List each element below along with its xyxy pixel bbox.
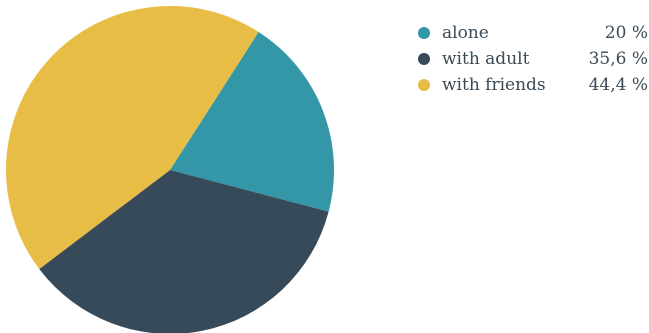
legend-item-with-friends: with friends 44,4 % [418,72,648,98]
legend-value-alone: 20 % [604,23,648,43]
legend-label-with-friends: with friends [442,75,546,95]
pie-slice-with-friends [6,5,259,270]
pie-slice-with-adult [39,170,329,333]
legend-label-alone: alone [442,23,489,43]
legend-value-with-friends: 44,4 % [588,75,648,95]
legend-dot-alone [418,27,430,39]
pie-chart-svg [6,5,334,333]
pie-slice-alone [170,31,334,212]
legend-label-with-adult: with adult [442,49,530,69]
legend-item-alone: alone 20 % [418,20,648,46]
legend-item-with-adult: with adult 35,6 % [418,46,648,72]
chart-legend: alone 20 % with adult 35,6 % with friend… [418,20,648,98]
legend-value-with-adult: 35,6 % [588,49,648,69]
legend-dot-with-friends [418,79,430,91]
legend-dot-with-adult [418,53,430,65]
